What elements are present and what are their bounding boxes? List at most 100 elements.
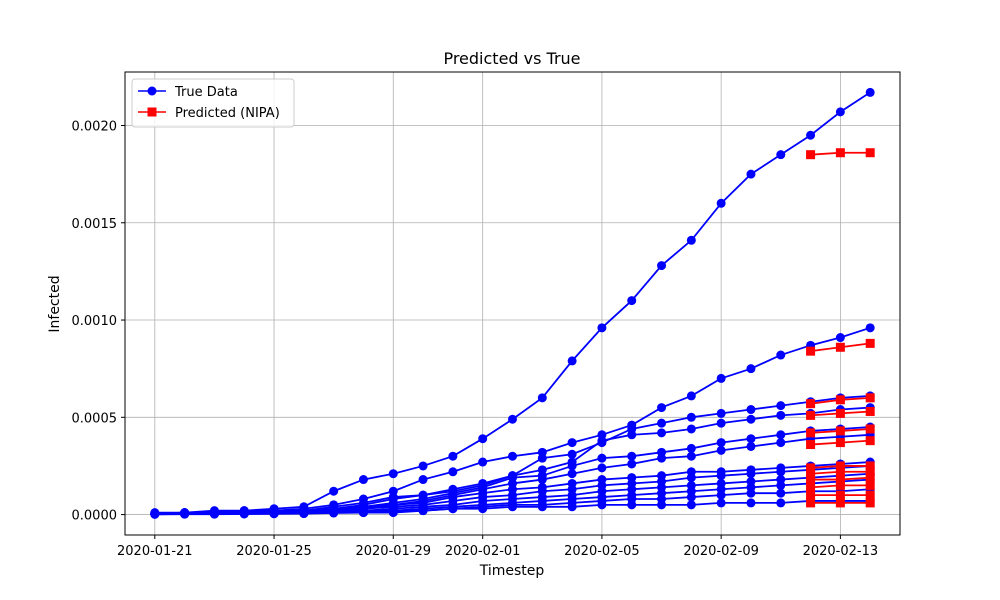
true-data-point <box>806 130 816 140</box>
true-data-point <box>537 453 547 463</box>
true-data-point <box>776 350 786 360</box>
true-data-point <box>657 418 667 428</box>
x-tick-label: 2020-01-25 <box>236 544 312 559</box>
x-axis-label: Timestep <box>479 563 545 579</box>
x-tick-label: 2020-02-09 <box>683 544 759 559</box>
predicted-point <box>865 473 875 483</box>
true-data-point <box>716 408 726 418</box>
true-data-point <box>835 107 845 117</box>
predicted-point <box>865 436 875 446</box>
true-data-point <box>865 87 875 97</box>
plot-frame <box>124 71 901 536</box>
true-data-point <box>597 323 607 333</box>
true-data-point <box>746 364 756 374</box>
predicted-point <box>865 338 875 348</box>
predicted-point <box>835 342 845 352</box>
true-data-point <box>627 296 637 306</box>
true-data-point <box>746 434 756 444</box>
true-data-point <box>627 459 637 469</box>
predicted-point <box>865 498 875 508</box>
true-data-point <box>627 430 637 440</box>
predicted-point <box>806 399 816 409</box>
true-data-point <box>299 509 309 519</box>
predicted-point <box>806 475 816 485</box>
chart-title: Predicted vs True <box>443 49 580 68</box>
true-data-point <box>478 504 488 514</box>
predicted-point <box>806 410 816 420</box>
predicted-point <box>835 467 845 477</box>
true-data-point <box>358 508 368 518</box>
x-tick-label: 2020-01-29 <box>355 544 431 559</box>
true-data-point <box>657 261 667 271</box>
true-data-point <box>269 509 279 519</box>
true-data-point <box>716 445 726 455</box>
true-data-point <box>508 414 517 424</box>
legend-predicted-label: Predicted (NIPA) <box>175 106 280 121</box>
legend-true-marker <box>147 86 157 96</box>
true-data-point <box>776 498 786 508</box>
y-tick-label: 0.0000 <box>72 509 118 524</box>
true-data-point <box>597 436 607 446</box>
true-data-point <box>537 502 547 512</box>
true-data-point <box>746 405 756 415</box>
true-data-point <box>537 475 547 485</box>
true-data-point <box>478 457 488 467</box>
y-axis-label: Infected <box>47 275 63 332</box>
predicted-point <box>865 480 875 490</box>
true-data-point <box>657 500 667 510</box>
x-tick-label: 2020-02-05 <box>564 544 640 559</box>
true-data-point <box>448 451 458 461</box>
true-data-point <box>686 235 696 245</box>
true-data-point <box>418 475 428 485</box>
y-axis-ticks: 0.0000 0.0005 0.0010 0.0015 0.0020 <box>72 119 125 524</box>
true-data-point <box>180 509 190 519</box>
predicted-point <box>865 406 875 416</box>
true-data-point <box>627 500 637 510</box>
predicted-point <box>835 480 845 490</box>
predicted-point <box>806 490 816 500</box>
predicted-point <box>835 426 845 436</box>
y-tick-label: 0.0015 <box>72 217 118 232</box>
legend: True Data Predicted (NIPA) <box>131 78 295 128</box>
true-data-point <box>776 467 786 477</box>
true-data-point <box>776 438 786 448</box>
true-data-point <box>776 150 786 160</box>
true-data-point <box>776 410 786 420</box>
true-data-point <box>835 333 845 343</box>
true-data-point <box>716 418 726 428</box>
predicted-point <box>835 438 845 448</box>
true-data-point <box>716 198 726 208</box>
true-data-point <box>388 469 398 479</box>
true-data-point <box>388 508 398 518</box>
predicted-point <box>806 463 816 473</box>
true-data-point <box>597 500 607 510</box>
true-data-point <box>746 414 756 424</box>
true-data-point <box>418 506 428 516</box>
true-data-point <box>627 451 637 461</box>
predicted-point <box>835 408 845 418</box>
true-data-point <box>358 475 368 485</box>
predicted-point <box>865 461 875 471</box>
true-data-point <box>686 492 696 502</box>
true-data-point <box>716 471 726 481</box>
predicted-point <box>835 461 845 471</box>
predicted-point <box>806 150 816 160</box>
true-data-point <box>865 323 875 333</box>
true-data-point <box>657 453 667 463</box>
true-data-point <box>746 441 756 451</box>
true-data-point <box>716 373 726 383</box>
true-data-point <box>567 449 577 459</box>
true-data-point <box>746 169 756 179</box>
true-data-point <box>597 463 607 473</box>
predicted-point <box>835 475 845 485</box>
predicted-point <box>806 469 816 479</box>
legend-true-label: True Data <box>174 85 238 100</box>
true-data-point <box>478 434 488 444</box>
true-data-point <box>567 502 577 512</box>
true-data-point <box>776 430 786 440</box>
true-data-point <box>686 500 696 510</box>
true-data-point <box>239 509 249 519</box>
predicted-point <box>835 395 845 405</box>
y-tick-label: 0.0010 <box>72 314 118 329</box>
